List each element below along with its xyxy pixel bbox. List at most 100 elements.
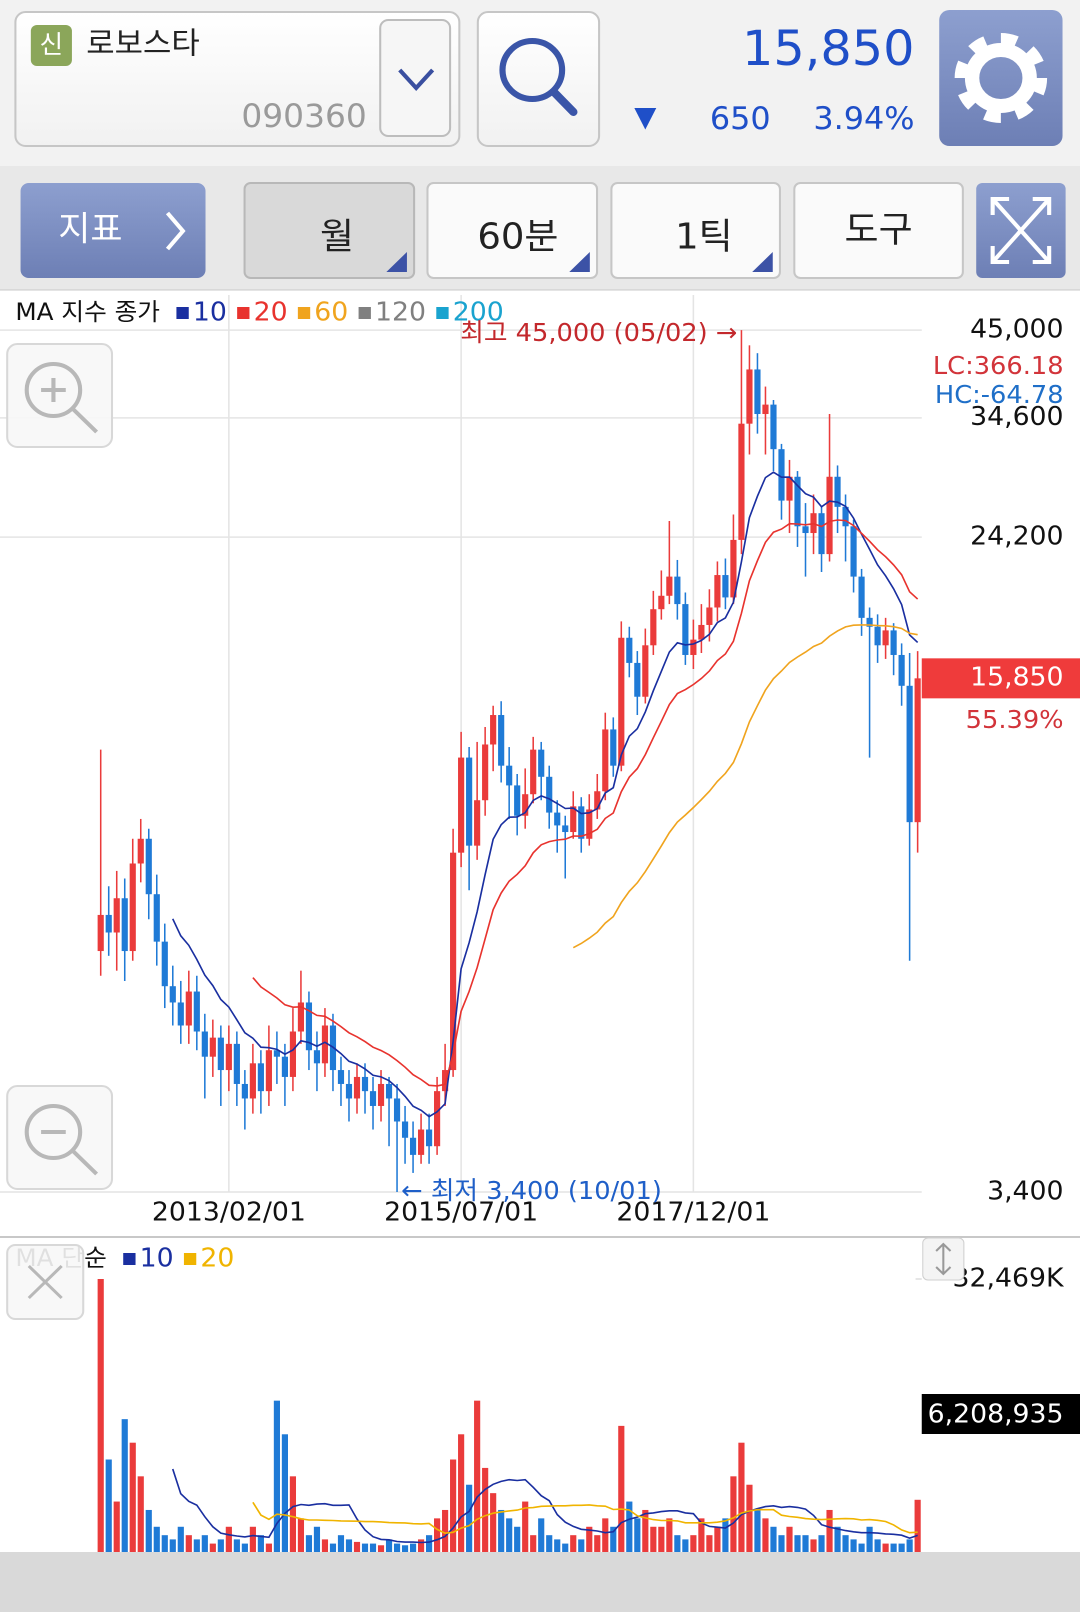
candle-body xyxy=(802,526,809,534)
candle-body xyxy=(466,757,473,846)
candle-body xyxy=(530,749,537,795)
volume-bar xyxy=(642,1509,649,1552)
stock-box[interactable] xyxy=(14,11,461,147)
tick-button[interactable] xyxy=(610,182,781,279)
minutes-button[interactable] xyxy=(426,182,599,279)
volume-bar xyxy=(161,1535,168,1552)
candle-body xyxy=(834,476,841,507)
zoom-icon xyxy=(24,362,83,418)
candle-body xyxy=(369,1091,377,1106)
change: 650 xyxy=(710,101,771,137)
candle-body xyxy=(762,404,769,415)
candle-body xyxy=(650,609,657,646)
volume-bar xyxy=(490,1493,497,1552)
legend-label: 20 xyxy=(254,298,288,328)
candle-body xyxy=(121,898,128,952)
dropdown-button[interactable] xyxy=(379,19,452,137)
candle-body xyxy=(241,1083,248,1099)
volume-bar xyxy=(866,1526,873,1552)
volume-bar xyxy=(754,1509,761,1552)
volume-bar xyxy=(570,1535,577,1552)
indicator-button[interactable] xyxy=(20,183,206,278)
volume-bar xyxy=(594,1535,601,1552)
volume-bar xyxy=(458,1434,465,1552)
button-label: 60분 xyxy=(477,215,558,257)
candle-body xyxy=(882,630,889,646)
candle-body xyxy=(786,476,793,501)
volume-bar xyxy=(153,1526,160,1552)
candle-body xyxy=(706,607,713,625)
legend-swatch xyxy=(358,307,371,319)
search-button[interactable] xyxy=(476,11,601,147)
volume-bar xyxy=(722,1518,729,1552)
candle-body xyxy=(578,806,585,839)
volume-bar xyxy=(201,1535,208,1552)
volume-bar xyxy=(626,1501,633,1552)
candle-body xyxy=(233,1043,240,1084)
period-button[interactable] xyxy=(243,182,416,279)
volume-bar xyxy=(610,1526,617,1552)
volume-bar xyxy=(345,1539,353,1552)
settings-button[interactable] xyxy=(939,10,1063,146)
candle-body xyxy=(738,423,745,540)
candle-body xyxy=(313,1050,321,1064)
ma-line xyxy=(171,471,919,1118)
volume-bar xyxy=(425,1535,433,1552)
candle-body xyxy=(626,637,633,663)
candle-body xyxy=(97,914,104,952)
candle-body xyxy=(562,825,569,833)
candle-body xyxy=(666,576,673,596)
volume-bar xyxy=(209,1543,216,1552)
volume-bar xyxy=(145,1509,152,1552)
volume-bar xyxy=(602,1518,609,1552)
candle-body xyxy=(594,791,601,810)
last-price-label: 15,850 xyxy=(970,663,1063,693)
volume-bar xyxy=(730,1476,737,1552)
candle-body xyxy=(425,1129,433,1147)
button-label: 지표 xyxy=(58,210,122,249)
candle-body xyxy=(610,729,617,766)
volume-bar xyxy=(634,1518,641,1552)
volume-bar xyxy=(450,1459,457,1552)
volume-bar xyxy=(666,1518,673,1552)
hc-label: HC:-64.78 xyxy=(935,379,1064,409)
volume-bar xyxy=(97,1279,104,1552)
volume-bar xyxy=(618,1425,625,1552)
candle-body xyxy=(642,645,649,697)
candle-body xyxy=(586,809,593,839)
candle-body xyxy=(113,898,120,933)
volume-bar xyxy=(674,1535,681,1552)
volume-bar xyxy=(281,1434,288,1552)
y-tick-label: 32,469K xyxy=(953,1264,1065,1294)
candle-body xyxy=(818,513,825,555)
legend-swatch xyxy=(123,1253,136,1265)
change-rate: 3.94% xyxy=(813,101,914,137)
legend-label: 200 xyxy=(453,298,504,328)
volume-bar xyxy=(474,1400,481,1552)
price-chart: 2013/02/01 2015/07/01 2017/12/01 45,000 34,6… xyxy=(0,295,1080,1552)
resize-icon xyxy=(935,1242,952,1276)
candle-body xyxy=(169,986,176,1003)
candle-body xyxy=(377,1083,385,1106)
candle-body xyxy=(273,1050,280,1057)
volume-bar xyxy=(105,1459,112,1552)
legend-swatch xyxy=(436,307,449,319)
legend-title: MA 지수 종가 xyxy=(15,297,160,326)
volume-bar xyxy=(834,1526,841,1552)
volume-bar xyxy=(442,1509,449,1552)
price: 15,850 xyxy=(742,21,915,76)
volume-bar xyxy=(369,1543,377,1552)
change-arrow: ▼ xyxy=(634,100,656,133)
volume-bar xyxy=(241,1543,248,1552)
volume-bar xyxy=(842,1535,849,1552)
value-tag xyxy=(921,1394,1080,1434)
candle-body xyxy=(794,476,801,527)
candle-body xyxy=(417,1129,425,1155)
candle-body xyxy=(321,1025,329,1064)
candle-body xyxy=(482,744,489,801)
volume-bar xyxy=(554,1539,561,1552)
tools-button[interactable] xyxy=(793,182,964,279)
candle-body xyxy=(778,449,785,501)
